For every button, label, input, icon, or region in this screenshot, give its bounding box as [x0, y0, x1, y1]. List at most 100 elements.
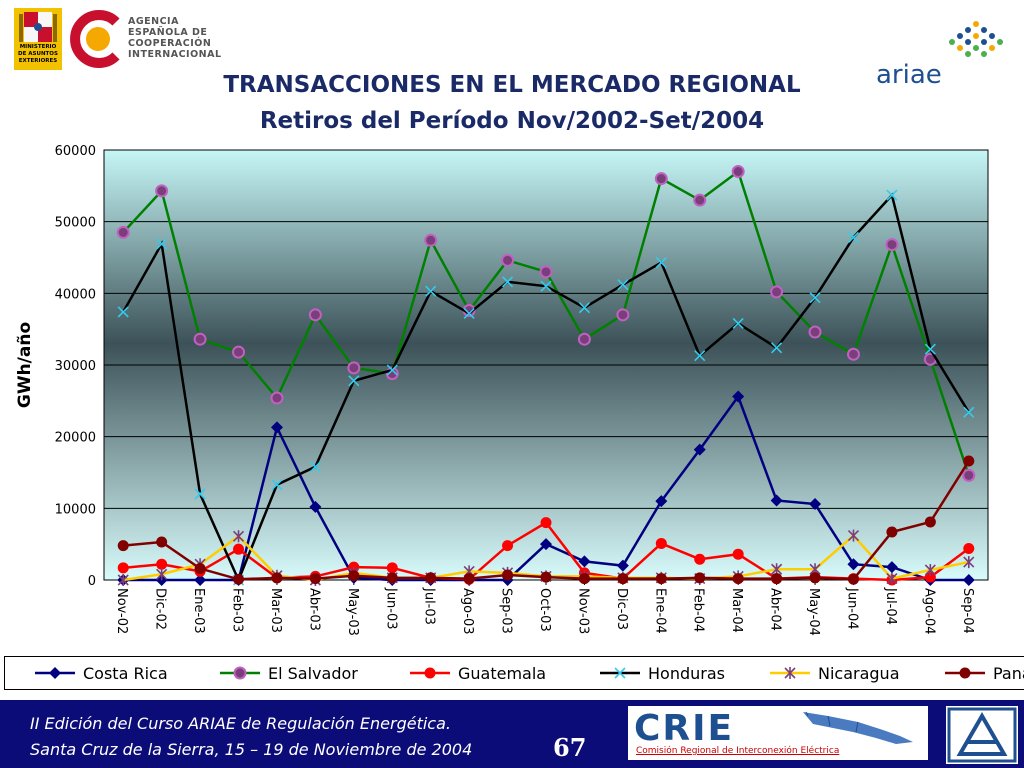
- crie-logo-text: CRIE: [634, 708, 734, 746]
- legend-entry: Nicaragua: [770, 664, 900, 683]
- data-point: [963, 406, 975, 418]
- ariae-dots-icon: [949, 21, 1003, 57]
- data-point: [156, 238, 168, 250]
- chart-subtitle: Retiros del Período Nov/2002-Set/2004: [259, 108, 765, 134]
- data-point: [655, 573, 667, 585]
- x-tick-label: Jun-04: [844, 587, 859, 630]
- chart-legend: Costa Rica El Salvador Guatemala Honduras Ni…: [4, 656, 1024, 690]
- data-point: [233, 573, 245, 585]
- data-point: [732, 573, 744, 585]
- data-point: [386, 572, 398, 584]
- agency-line: ESPAÑOLA DE: [128, 27, 208, 38]
- legend-label: El Salvador: [268, 664, 358, 683]
- y-axis-label: GWh/año: [15, 322, 35, 408]
- footer-location: Santa Cruz de la Sierra, 15 – 19 de Novi…: [30, 740, 473, 759]
- x-tick-label: Ene-03: [191, 588, 206, 634]
- data-point: [540, 571, 552, 583]
- legend-label: Costa Rica: [83, 664, 168, 683]
- data-point: [617, 573, 629, 585]
- data-point: [924, 571, 936, 583]
- data-point: [309, 461, 321, 473]
- data-point: [784, 667, 796, 679]
- data-point: [156, 568, 168, 581]
- data-point: [117, 306, 129, 318]
- aeci-c-icon: [70, 10, 120, 68]
- institution-seal: [946, 706, 1018, 764]
- data-point: [463, 573, 475, 585]
- data-point: [309, 573, 321, 585]
- legend-label: Honduras: [648, 664, 725, 683]
- data-point: [809, 572, 821, 584]
- data-point: [233, 666, 247, 680]
- data-point: [424, 667, 436, 679]
- data-point: [886, 526, 898, 538]
- legend-entry: El Salvador: [220, 664, 358, 683]
- data-point: [809, 292, 821, 304]
- data-point: [117, 540, 129, 552]
- data-point: [655, 537, 667, 549]
- data-point: [693, 443, 706, 456]
- page-number: 67: [553, 733, 587, 762]
- data-point: [924, 563, 936, 576]
- data-point: [694, 572, 706, 584]
- x-tick-label: Nov-03: [575, 588, 590, 634]
- data-point: [617, 279, 629, 291]
- data-point: [578, 573, 590, 585]
- data-point: [193, 332, 207, 346]
- data-point: [694, 350, 706, 362]
- x-tick-label: Dic-02: [153, 588, 168, 630]
- y-tick-label: 10000: [55, 502, 96, 517]
- data-point: [886, 572, 898, 585]
- data-point: [348, 570, 360, 582]
- data-point: [425, 572, 437, 584]
- data-point: [732, 548, 744, 560]
- data-point: [540, 280, 552, 292]
- data-point: [540, 517, 552, 529]
- data-point: [770, 285, 784, 299]
- data-point: [194, 488, 206, 500]
- x-tick-label: Mar-03: [268, 588, 283, 633]
- x-tick-label: Ene-04: [652, 588, 667, 634]
- data-point: [693, 193, 707, 207]
- data-point: [578, 555, 591, 568]
- data-point: [731, 165, 745, 178]
- data-point: [308, 308, 322, 322]
- data-point: [117, 574, 129, 586]
- data-point: [347, 361, 361, 375]
- data-point: [771, 342, 783, 354]
- data-point: [501, 253, 515, 267]
- legend-label: Nicaragua: [818, 664, 900, 683]
- data-point: [809, 498, 822, 511]
- data-point: [847, 529, 860, 542]
- chart-title: TRANSACCIONES EN EL MERCADO REGIONAL: [223, 72, 801, 98]
- crie-map-icon: CRIE: [634, 708, 913, 749]
- data-point: [424, 233, 438, 247]
- data-point: [271, 572, 283, 584]
- data-point: [463, 307, 475, 319]
- slide-footer: II Edición del Curso ARIAE de Regulación…: [0, 700, 1024, 768]
- data-point: [309, 500, 322, 513]
- data-point: [924, 516, 936, 528]
- line-chart: 0 10000 20000 30000 40000 50000 60000 Nov-02 Di…: [15, 144, 989, 636]
- x-tick-label: Jul-04: [883, 587, 898, 625]
- data-point: [963, 455, 975, 467]
- data-point: [694, 553, 706, 565]
- data-point: [502, 569, 514, 581]
- data-point: [270, 391, 284, 405]
- data-point: [577, 332, 591, 346]
- data-point: [771, 573, 783, 585]
- data-point: [156, 536, 168, 548]
- crie-logo: CRIE Comisión Regional de Interconexión …: [628, 706, 928, 760]
- y-tick-label: 40000: [55, 287, 96, 302]
- x-tick-label: Abr-03: [306, 588, 321, 631]
- slide-header: MINISTERIO DE ASUNTOS EXTERIORES AGENCIA…: [0, 0, 1024, 145]
- data-point: [232, 345, 246, 359]
- y-tick-label: 0: [88, 574, 96, 589]
- data-point: [539, 265, 553, 279]
- data-point: [194, 563, 206, 575]
- data-point: [847, 558, 860, 571]
- data-point: [232, 530, 245, 543]
- data-point: [116, 225, 130, 239]
- legend-entry: Costa Rica: [35, 664, 168, 683]
- x-tick-label: Nov-02: [114, 588, 129, 634]
